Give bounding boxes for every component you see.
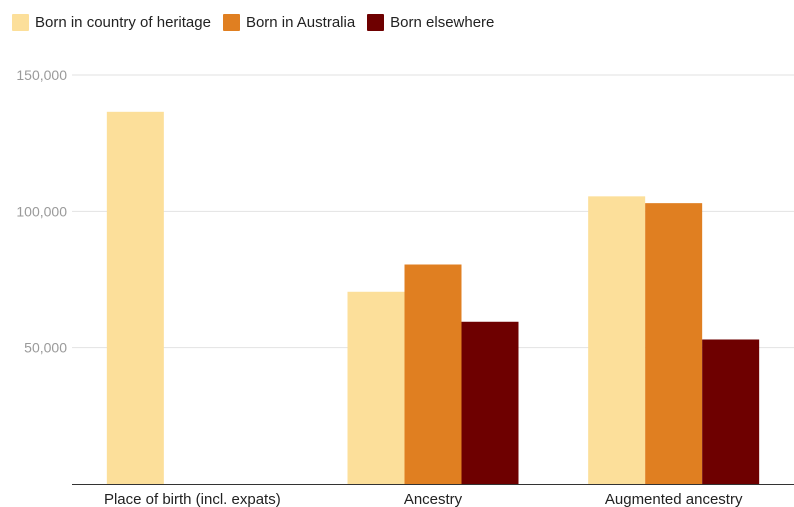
legend-label-born-in-country-of-heritage: Born in country of heritage — [35, 14, 211, 31]
legend-swatch-born-in-country-of-heritage — [12, 14, 29, 31]
legend-item-born-in-australia: Born in Australia — [222, 14, 356, 31]
x-axis: Place of birth (incl. expats) Ancestry Aug… — [72, 484, 794, 507]
bar-born-in-country-of-heritage-augmented-ancestry — [588, 196, 646, 484]
y-tick-label: 150,000 — [16, 67, 67, 83]
bar-born-in-australia-ancestry — [404, 264, 462, 484]
bar-born-in-australia-augmented-ancestry — [645, 203, 703, 485]
legend-swatch-born-in-australia — [222, 14, 240, 31]
chart-legend: Born in country of heritage Born in Aust… — [12, 14, 506, 31]
bar-born-in-country-of-heritage-place-of-birth-incl-expats — [106, 111, 164, 484]
legend-item-born-in-country-of-heritage: Born in country of heritage — [12, 14, 211, 31]
bar-born-elsewhere-augmented-ancestry — [702, 339, 760, 484]
legend-item-born-elsewhere: Born elsewhere — [367, 14, 494, 31]
legend-label-born-elsewhere: Born elsewhere — [390, 14, 495, 31]
bar-born-in-country-of-heritage-ancestry — [347, 291, 405, 484]
bar-born-elsewhere-ancestry — [461, 321, 519, 484]
legend-swatch-born-elsewhere — [367, 14, 385, 31]
x-category-label: Ancestry — [404, 491, 463, 507]
x-category-label: Place of birth (incl. expats) — [104, 491, 281, 507]
y-tick-label: 50,000 — [24, 340, 67, 356]
y-tick-label: 100,000 — [16, 203, 67, 219]
bars — [106, 111, 760, 485]
legend-label-born-in-australia: Born in Australia — [245, 14, 356, 31]
x-category-label: Augmented ancestry — [605, 491, 743, 507]
